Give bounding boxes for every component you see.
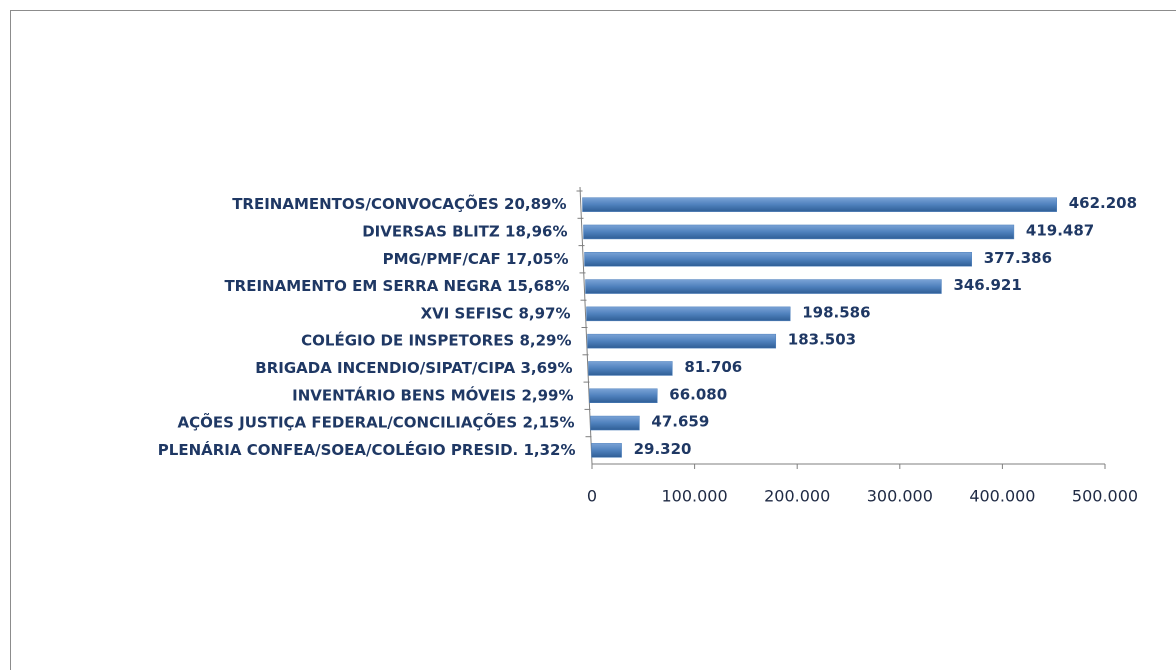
value-label: 346.921 xyxy=(953,276,1021,294)
bar xyxy=(586,306,791,322)
bar xyxy=(590,415,640,431)
category-label: INVENTÁRIO BENS MÓVEIS 2,99% xyxy=(292,385,573,404)
category-label: TREINAMENTOS/CONVOCAÇÕES 20,89% xyxy=(232,194,566,213)
category-label: COLÉGIO DE INSPETORES 8,29% xyxy=(301,331,571,350)
value-label: 47.659 xyxy=(651,413,709,431)
x-tick-label: 200.000 xyxy=(764,487,830,506)
category-label: PLENÁRIA CONFEA/SOEA/COLÉGIO PRESID. 1,3… xyxy=(158,440,576,459)
bar xyxy=(587,333,777,349)
category-label: XVI SEFISC 8,97% xyxy=(421,304,571,322)
value-label: 29.320 xyxy=(634,440,692,458)
x-tick-label: 100.000 xyxy=(662,487,728,506)
value-label: 419.487 xyxy=(1026,221,1094,239)
bar xyxy=(591,443,622,458)
x-tick-label: 0 xyxy=(587,487,597,506)
category-label: BRIGADA INCENDIO/SIPAT/CIPA 3,69% xyxy=(255,359,572,377)
value-label: 183.503 xyxy=(788,331,856,349)
bar xyxy=(585,279,942,294)
bar xyxy=(584,252,972,267)
bar xyxy=(583,224,1015,240)
category-label: TREINAMENTO EM SERRA NEGRA 15,68% xyxy=(224,277,569,295)
value-label: 198.586 xyxy=(802,303,870,321)
bar xyxy=(582,197,1057,212)
x-tick-label: 500.000 xyxy=(1072,487,1138,506)
x-tick-label: 400.000 xyxy=(969,487,1035,506)
y-axis xyxy=(579,186,593,465)
category-label: AÇÕES JUSTIÇA FEDERAL/CONCILIAÇÕES 2,15% xyxy=(178,413,575,432)
category-label: PMG/PMF/CAF 17,05% xyxy=(383,250,569,268)
value-label: 462.208 xyxy=(1069,194,1137,212)
bar xyxy=(589,388,658,403)
bar xyxy=(588,361,673,376)
value-label: 377.386 xyxy=(984,249,1052,267)
value-label: 66.080 xyxy=(669,385,727,403)
x-tick-label: 300.000 xyxy=(867,487,933,506)
value-label: 81.706 xyxy=(684,358,742,376)
category-label: DIVERSAS BLITZ 18,96% xyxy=(362,222,567,240)
frame xyxy=(10,10,1176,670)
